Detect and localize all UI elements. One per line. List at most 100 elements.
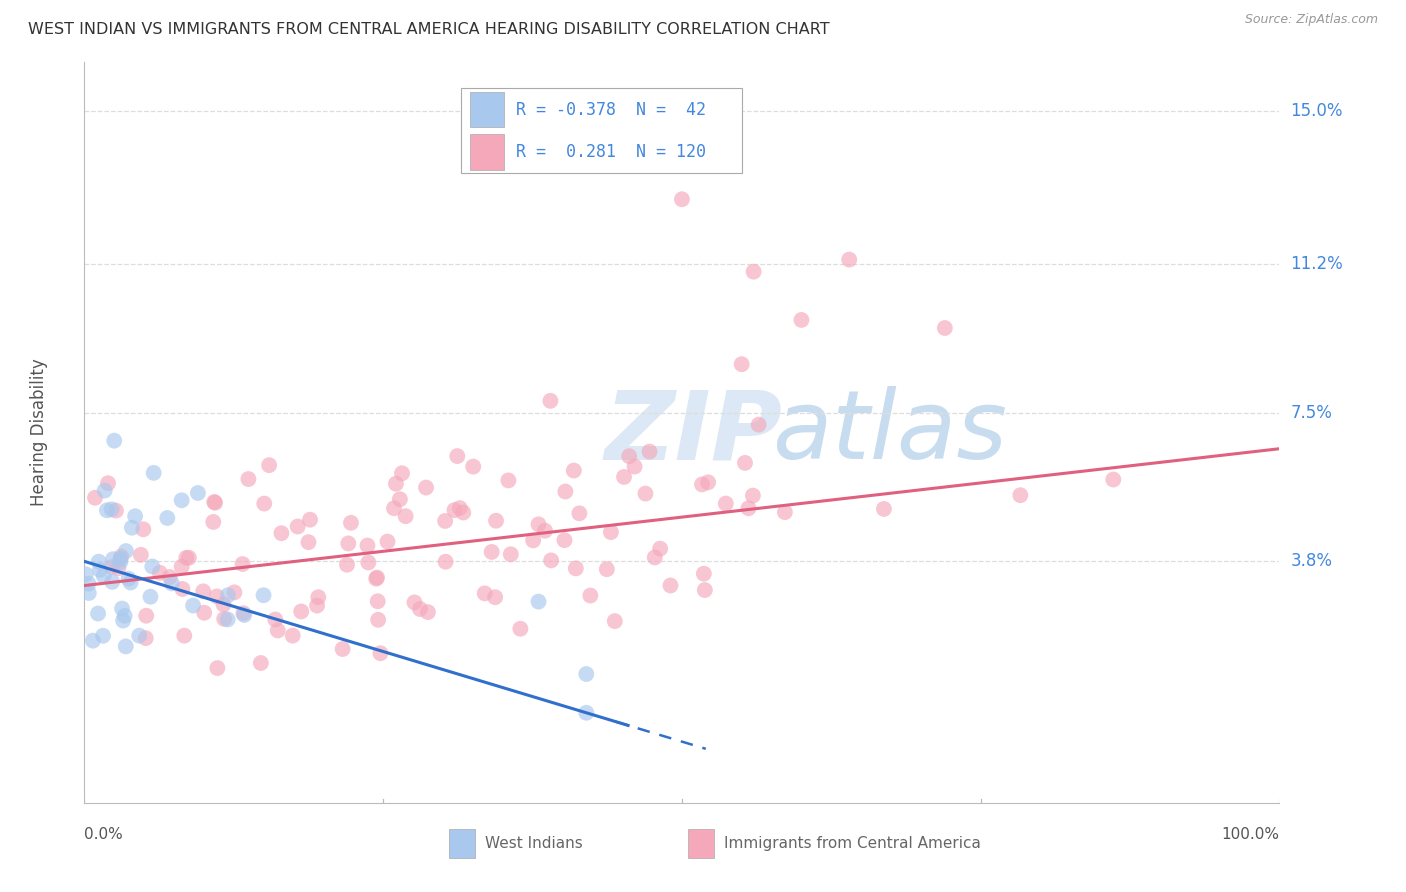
- Text: Immigrants from Central America: Immigrants from Central America: [724, 836, 980, 851]
- Point: [307, 591, 329, 605]
- Point: [149, 566, 172, 580]
- Point: [1102, 473, 1125, 487]
- Point: [693, 582, 716, 597]
- Point: [659, 578, 682, 592]
- Point: [232, 557, 254, 571]
- Text: ZIP: ZIP: [605, 386, 782, 479]
- Point: [485, 514, 508, 528]
- Point: [443, 503, 465, 517]
- Point: [187, 486, 209, 500]
- FancyBboxPatch shape: [471, 135, 503, 170]
- Point: [434, 514, 457, 528]
- Point: [391, 467, 413, 481]
- Point: [340, 516, 363, 530]
- Point: [93, 568, 115, 582]
- Point: [103, 434, 125, 448]
- Point: [336, 558, 359, 572]
- Point: [1010, 488, 1032, 502]
- Point: [509, 622, 531, 636]
- Point: [522, 533, 544, 548]
- Point: [356, 539, 378, 553]
- Text: 3.8%: 3.8%: [1291, 552, 1333, 570]
- Point: [87, 555, 110, 569]
- Point: [634, 486, 657, 500]
- Point: [104, 503, 127, 517]
- Point: [773, 505, 796, 519]
- Point: [332, 642, 354, 657]
- Point: [82, 633, 104, 648]
- Point: [267, 624, 290, 638]
- Text: West Indians: West Indians: [485, 836, 582, 851]
- Point: [77, 586, 100, 600]
- Point: [596, 562, 619, 576]
- Point: [463, 459, 485, 474]
- Point: [377, 534, 399, 549]
- Point: [101, 560, 124, 574]
- Point: [416, 605, 439, 619]
- Text: WEST INDIAN VS IMMIGRANTS FROM CENTRAL AMERICA HEARING DISABILITY CORRELATION CH: WEST INDIAN VS IMMIGRANTS FROM CENTRAL A…: [28, 22, 830, 37]
- Point: [366, 570, 388, 584]
- Point: [575, 706, 598, 720]
- Point: [434, 555, 457, 569]
- Point: [534, 524, 557, 538]
- Point: [370, 646, 392, 660]
- Point: [97, 476, 120, 491]
- Point: [101, 574, 124, 589]
- Point: [527, 594, 550, 608]
- Point: [111, 601, 134, 615]
- Point: [142, 466, 165, 480]
- Point: [638, 444, 661, 458]
- Point: [734, 456, 756, 470]
- Point: [250, 656, 273, 670]
- Point: [366, 572, 388, 586]
- Point: [233, 607, 256, 622]
- Point: [100, 502, 122, 516]
- Point: [538, 393, 561, 408]
- Point: [212, 612, 235, 626]
- Point: [714, 497, 737, 511]
- Point: [613, 470, 636, 484]
- Point: [873, 502, 896, 516]
- Point: [110, 555, 132, 569]
- Text: 100.0%: 100.0%: [1222, 827, 1279, 842]
- Point: [87, 607, 110, 621]
- Point: [579, 589, 602, 603]
- Point: [367, 613, 389, 627]
- Point: [96, 503, 118, 517]
- Point: [217, 612, 239, 626]
- Point: [575, 667, 598, 681]
- Point: [129, 548, 152, 562]
- Point: [554, 484, 576, 499]
- Point: [623, 459, 645, 474]
- Text: 7.5%: 7.5%: [1291, 403, 1333, 422]
- Point: [132, 522, 155, 536]
- Point: [253, 497, 276, 511]
- Point: [367, 594, 389, 608]
- Point: [357, 556, 380, 570]
- Point: [212, 598, 235, 612]
- Point: [217, 588, 239, 602]
- Point: [128, 629, 150, 643]
- Point: [141, 559, 163, 574]
- Point: [252, 588, 274, 602]
- Point: [297, 535, 319, 549]
- Point: [124, 509, 146, 524]
- Point: [257, 458, 280, 472]
- Point: [562, 464, 585, 478]
- Point: [93, 483, 115, 498]
- Text: 0.0%: 0.0%: [84, 827, 124, 842]
- Point: [540, 553, 562, 567]
- Point: [498, 474, 520, 488]
- Point: [568, 506, 591, 520]
- Point: [202, 495, 225, 509]
- Point: [121, 521, 143, 535]
- Point: [446, 449, 468, 463]
- Point: [139, 590, 162, 604]
- Point: [107, 561, 129, 575]
- Point: [264, 612, 287, 626]
- Point: [484, 590, 506, 604]
- Point: [388, 492, 411, 507]
- Point: [159, 570, 181, 584]
- Point: [337, 536, 360, 550]
- Point: [160, 576, 183, 591]
